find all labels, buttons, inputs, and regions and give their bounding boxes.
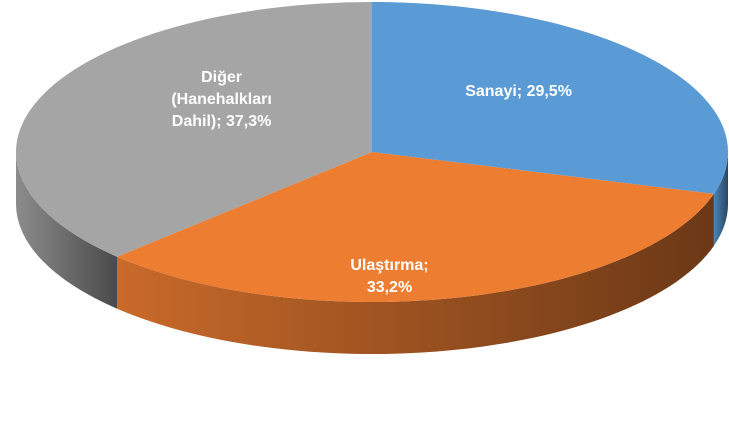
slice-side (15, 152, 118, 309)
data-label: Diğer (Hanehalkları Dahil); 37,3% (171, 68, 272, 130)
slice-side (117, 193, 714, 355)
slice-side (713, 152, 728, 246)
slice (117, 152, 714, 303)
data-label: Sanayi; 29,5% (465, 83, 572, 101)
data-label: Ulaştırma; 33,2% (350, 257, 429, 297)
slice (372, 2, 728, 194)
slice (15, 2, 372, 257)
